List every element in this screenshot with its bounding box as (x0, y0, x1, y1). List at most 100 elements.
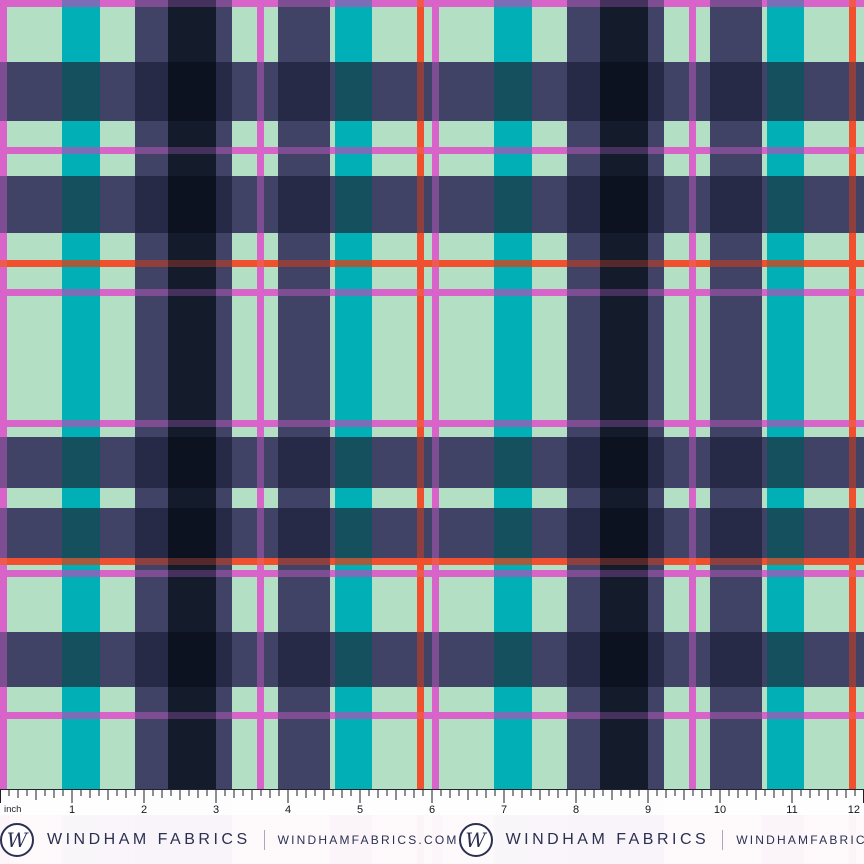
plaid-cell (7, 565, 62, 570)
plaid-cell (439, 7, 494, 62)
plaid-cell (696, 296, 710, 420)
plaid-cell (232, 289, 257, 296)
plaid-cell (135, 427, 168, 437)
plaid-cell (257, 267, 264, 289)
plaid-cell (432, 558, 439, 565)
plaid-cell (135, 267, 168, 289)
plaid-cell (804, 62, 849, 121)
plaid-cell (135, 437, 168, 488)
plaid-cell (417, 719, 424, 789)
plaid-cell (372, 121, 417, 147)
plaid-cell (567, 570, 600, 577)
plaid-cell (439, 577, 494, 632)
plaid-cell (135, 121, 168, 147)
plaid-cell (168, 488, 216, 508)
plaid-cell (7, 719, 62, 789)
plaid-cell (532, 260, 567, 267)
plaid-cell (7, 267, 62, 289)
plaid-cell (417, 176, 424, 233)
brand-divider (263, 829, 265, 850)
plaid-cell (567, 420, 600, 427)
plaid-cell (439, 154, 494, 176)
plaid-cell (264, 121, 278, 147)
plaid-cell (567, 121, 600, 147)
plaid-cell (417, 260, 424, 267)
plaid-cell (0, 154, 7, 176)
plaid-cell (135, 7, 168, 62)
plaid-cell (168, 565, 216, 570)
plaid-cell (168, 712, 216, 719)
plaid-cell (330, 154, 335, 176)
plaid-cell (600, 488, 648, 508)
plaid-cell (0, 712, 7, 719)
plaid-cell (257, 719, 264, 789)
plaid-cell (804, 121, 849, 147)
plaid-cell (689, 508, 696, 558)
plaid-cell (432, 427, 439, 437)
plaid-cell (849, 154, 856, 176)
plaid-cell (762, 267, 767, 289)
plaid-cell (696, 233, 710, 260)
plaid-cell (804, 558, 849, 565)
plaid-cell (804, 296, 849, 420)
plaid-cell (762, 420, 767, 427)
plaid-cell (567, 719, 600, 789)
plaid-cell (767, 687, 804, 712)
plaid-cell (372, 147, 417, 154)
plaid-cell (648, 719, 664, 789)
plaid-cell (264, 176, 278, 233)
plaid-cell (372, 267, 417, 289)
plaid-cell (804, 154, 849, 176)
plaid-cell (494, 570, 532, 577)
plaid-cell (804, 7, 849, 62)
plaid-cell (767, 296, 804, 420)
plaid-cell (335, 289, 372, 296)
plaid-cell (664, 558, 689, 565)
ruler-number: 11 (786, 804, 797, 815)
plaid-cell (532, 570, 567, 577)
plaid-cell (232, 687, 257, 712)
plaid-cell (648, 0, 664, 7)
plaid-cell (767, 427, 804, 437)
plaid-cell (135, 570, 168, 577)
plaid-cell (0, 558, 7, 565)
plaid-cell (135, 719, 168, 789)
plaid-cell (600, 296, 648, 420)
plaid-cell (762, 565, 767, 570)
plaid-cell (135, 420, 168, 427)
plaid-cell (710, 712, 762, 719)
plaid-cell (335, 687, 372, 712)
plaid-cell (494, 267, 532, 289)
plaid-cell (710, 267, 762, 289)
plaid-cell (849, 437, 856, 488)
plaid-pattern (0, 0, 864, 789)
plaid-cell (372, 176, 417, 233)
plaid-cell (62, 632, 100, 687)
plaid-cell (648, 176, 664, 233)
plaid-cell (804, 719, 849, 789)
plaid-cell (856, 437, 864, 488)
plaid-cell (7, 570, 62, 577)
plaid-cell (257, 488, 264, 508)
plaid-cell (696, 488, 710, 508)
plaid-cell (689, 719, 696, 789)
plaid-cell (432, 687, 439, 712)
plaid-cell (330, 62, 335, 121)
plaid-cell (232, 296, 257, 420)
plaid-cell (372, 260, 417, 267)
plaid-cell (600, 176, 648, 233)
plaid-cell (7, 289, 62, 296)
plaid-cell (432, 719, 439, 789)
plaid-cell (417, 687, 424, 712)
plaid-cell (532, 488, 567, 508)
plaid-cell (62, 147, 100, 154)
plaid-cell (417, 577, 424, 632)
plaid-cell (664, 233, 689, 260)
plaid-cell (168, 176, 216, 233)
plaid-cell (335, 176, 372, 233)
plaid-cell (439, 176, 494, 233)
brand-name: WINDHAM FABRICS (505, 830, 710, 848)
plaid-cell (767, 570, 804, 577)
plaid-cell (762, 508, 767, 558)
